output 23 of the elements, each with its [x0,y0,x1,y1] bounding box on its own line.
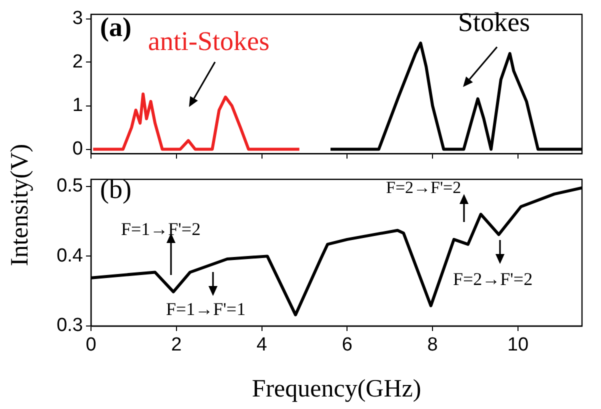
x-tick-label: 2 [171,334,182,356]
x-tick-label: 6 [342,334,352,356]
series-label: Stokes [458,7,530,37]
x-tick-label: 4 [256,334,268,356]
y-tick-label: 3 [72,8,83,29]
y-tick-label: 1 [72,94,83,116]
annotation: (a) [100,12,132,42]
y-tick-label: 0.5 [56,176,83,197]
y-tick-label: 0.4 [56,245,84,266]
x-tick-label: 0 [86,334,96,356]
annotation: F=2→F'=2 [386,178,462,197]
y-tick-label: 0 [72,138,83,160]
x-tick-label: 10 [507,334,529,356]
x-axis-title: Frequency(GHz) [252,376,422,403]
annotation: F=1→F'=1 [166,299,246,319]
annotation: (b) [100,174,132,204]
y-axis-title: Intensity(V) [6,144,34,266]
y-tick-label: 2 [72,51,83,72]
series-label: anti-Stokes [148,26,270,56]
y-tick-label: 0.3 [56,315,83,336]
annotation: F=2→F'=2 [453,269,533,289]
annotation: F=1→F'=2 [121,219,201,239]
x-tick-label: 8 [427,334,438,356]
